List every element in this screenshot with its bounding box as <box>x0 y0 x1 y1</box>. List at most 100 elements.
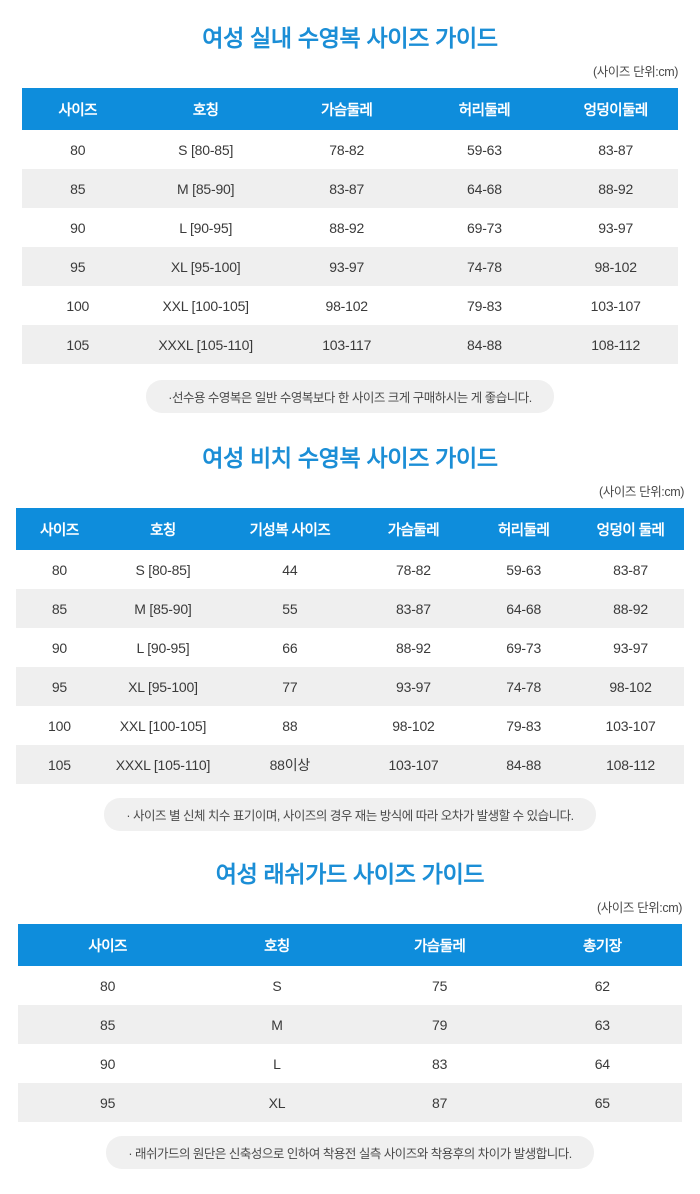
table-cell: 83-87 <box>553 130 678 170</box>
column-header: 사이즈 <box>18 924 198 967</box>
table-cell: 85 <box>18 1005 198 1045</box>
table-cell: 84-88 <box>470 745 578 785</box>
table-cell: 83-87 <box>277 169 416 209</box>
table-cell: 90 <box>16 628 103 668</box>
table-cell: M [85-90] <box>133 169 278 209</box>
column-header: 총기장 <box>522 924 682 967</box>
table-row: 95 XL [95-100] 93-97 74-78 98-102 <box>22 247 678 287</box>
table-cell: 59-63 <box>415 130 554 170</box>
table-cell: 79 <box>356 1005 523 1045</box>
table-cell: 103-107 <box>577 706 684 746</box>
section-rashguard: 여성 래쉬가드 사이즈 가이드 (사이즈 단위:cm) 사이즈 호칭 가슴둘레 … <box>0 861 700 1170</box>
column-header: 가슴둘레 <box>356 508 471 551</box>
table-cell: 59-63 <box>470 550 578 590</box>
unit-note-row: (사이즈 단위:cm) <box>0 897 700 916</box>
table-cell: 88-92 <box>553 169 678 209</box>
table-cell: 84-88 <box>415 325 554 365</box>
table-cell: 80 <box>18 966 198 1006</box>
table-cell: 83-87 <box>577 550 684 590</box>
section-indoor-swimsuit: 여성 실내 수영복 사이즈 가이드 (사이즈 단위:cm) 사이즈 호칭 가슴둘… <box>0 25 700 414</box>
table-cell: 85 <box>22 169 134 209</box>
unit-note-row: (사이즈 단위:cm) <box>0 481 700 500</box>
column-header: 엉덩이 둘레 <box>577 508 684 551</box>
table-cell: S [80-85] <box>133 130 278 170</box>
table-cell: XXXL [105-110] <box>133 325 278 365</box>
table-cell: 74-78 <box>415 247 554 287</box>
table-cell: 64 <box>522 1044 682 1084</box>
table-cell: 88-92 <box>577 589 684 629</box>
table-cell: 88 <box>223 706 357 746</box>
table-cell: M [85-90] <box>102 589 224 629</box>
table-cell: 103-117 <box>277 325 416 365</box>
size-table-indoor-swimsuit: 사이즈 호칭 가슴둘레 허리둘레 엉덩이둘레 80 S [80-85] 78-8… <box>22 88 678 365</box>
table-cell: L <box>197 1044 357 1084</box>
table-cell: 79-83 <box>470 706 578 746</box>
table-row: 105 XXXL [105-110] 88이상 103-107 84-88 10… <box>16 745 684 785</box>
table-cell: L [90-95] <box>102 628 224 668</box>
table-cell: 64-68 <box>470 589 578 629</box>
table-row: 90 L [90-95] 66 88-92 69-73 93-97 <box>16 628 684 668</box>
column-header: 가슴둘레 <box>356 924 523 967</box>
table-head: 사이즈 호칭 기성복 사이즈 가슴둘레 허리둘레 엉덩이 둘레 <box>16 508 684 551</box>
table-cell: 78-82 <box>277 130 416 170</box>
table-row: 100 XXL [100-105] 88 98-102 79-83 103-10… <box>16 706 684 746</box>
note-row: · 래쉬가드의 원단은 신축성으로 인하여 착용전 실측 사이즈와 착용후의 차… <box>0 1136 700 1170</box>
table-wrapper-indoor-swimsuit: 사이즈 호칭 가슴둘레 허리둘레 엉덩이둘레 80 S [80-85] 78-8… <box>22 88 678 365</box>
table-wrapper-beach-swimsuit: 사이즈 호칭 기성복 사이즈 가슴둘레 허리둘레 엉덩이 둘레 80 S [80… <box>16 508 684 785</box>
column-header: 엉덩이둘레 <box>553 88 678 131</box>
column-header: 호칭 <box>133 88 278 131</box>
table-cell: XXL [100-105] <box>133 286 278 326</box>
table-head: 사이즈 호칭 가슴둘레 허리둘레 엉덩이둘레 <box>22 88 678 131</box>
column-header: 기성복 사이즈 <box>223 508 357 551</box>
table-cell: 69-73 <box>415 208 554 248</box>
column-header: 가슴둘레 <box>277 88 416 131</box>
size-table-beach-swimsuit: 사이즈 호칭 기성복 사이즈 가슴둘레 허리둘레 엉덩이 둘레 80 S [80… <box>16 508 684 785</box>
table-row: 105 XXXL [105-110] 103-117 84-88 108-112 <box>22 325 678 365</box>
unit-note-beach-swimsuit: (사이즈 단위:cm) <box>598 485 684 500</box>
section-title-row: 여성 래쉬가드 사이즈 가이드 <box>0 861 700 887</box>
table-row: 80 S 75 62 <box>18 966 682 1006</box>
table-cell: 90 <box>22 208 134 248</box>
column-header: 호칭 <box>102 508 224 551</box>
section-title-row: 여성 실내 수영복 사이즈 가이드 <box>0 25 700 51</box>
table-cell: 95 <box>16 667 103 707</box>
table-cell: 93-97 <box>356 667 471 707</box>
table-cell: 83-87 <box>356 589 471 629</box>
table-row: 95 XL [95-100] 77 93-97 74-78 98-102 <box>16 667 684 707</box>
table-cell: 62 <box>522 966 682 1006</box>
table-body: 80 S 75 62 85 M 79 63 90 L 83 <box>18 966 682 1123</box>
table-cell: 88-92 <box>277 208 416 248</box>
table-row: 100 XXL [100-105] 98-102 79-83 103-107 <box>22 286 678 326</box>
table-cell: 63 <box>522 1005 682 1045</box>
table-cell: 93-97 <box>577 628 684 668</box>
table-cell: S [80-85] <box>102 550 224 590</box>
column-header: 사이즈 <box>22 88 134 131</box>
table-cell: 88-92 <box>356 628 471 668</box>
table-cell: 85 <box>16 589 103 629</box>
table-cell: 98-102 <box>277 286 416 326</box>
table-cell: 95 <box>22 247 134 287</box>
table-cell: 77 <box>223 667 357 707</box>
table-cell: 88이상 <box>223 745 357 785</box>
table-cell: S <box>197 966 357 1006</box>
table-cell: 105 <box>22 325 134 365</box>
column-header: 사이즈 <box>16 508 103 551</box>
table-cell: M <box>197 1005 357 1045</box>
table-cell: 95 <box>18 1083 198 1123</box>
table-row: 80 S [80-85] 78-82 59-63 83-87 <box>22 130 678 170</box>
table-cell: 98-102 <box>356 706 471 746</box>
table-head: 사이즈 호칭 가슴둘레 총기장 <box>18 924 682 967</box>
table-body: 80 S [80-85] 44 78-82 59-63 83-87 85 M [… <box>16 550 684 785</box>
table-cell: 100 <box>16 706 103 746</box>
table-cell: XL <box>197 1083 357 1123</box>
table-row: 80 S [80-85] 44 78-82 59-63 83-87 <box>16 550 684 590</box>
table-cell: 93-97 <box>277 247 416 287</box>
table-cell: 69-73 <box>470 628 578 668</box>
table-row: 85 M [85-90] 55 83-87 64-68 88-92 <box>16 589 684 629</box>
table-cell: 66 <box>223 628 357 668</box>
table-cell: 108-112 <box>553 325 678 365</box>
table-cell: 90 <box>18 1044 198 1084</box>
column-header: 허리둘레 <box>415 88 554 131</box>
table-cell: 55 <box>223 589 357 629</box>
